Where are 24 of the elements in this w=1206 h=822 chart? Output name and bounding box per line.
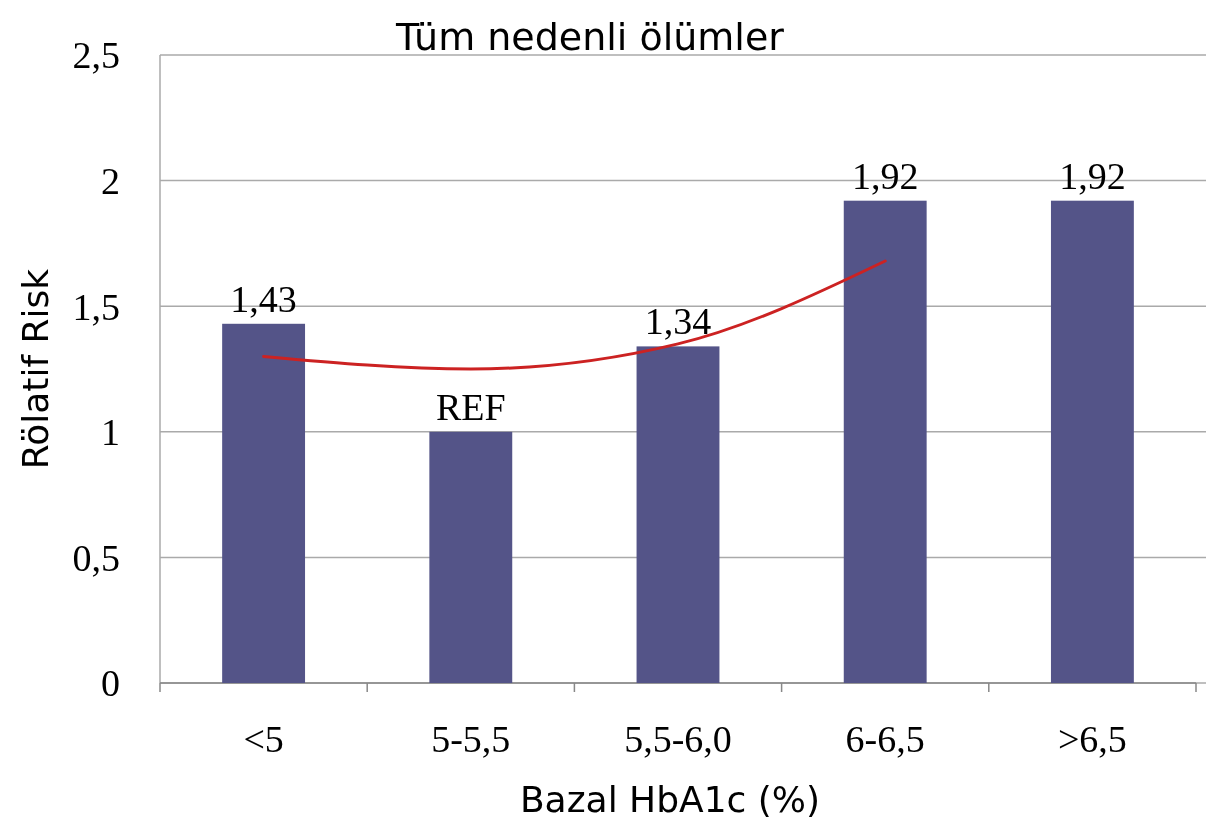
bar [636,346,720,683]
data-label: 1,92 [1059,154,1126,197]
x-tick-label: 6-6,5 [845,718,925,760]
bar [222,323,306,683]
bar [429,431,513,683]
x-tick-label: 5-5,5 [431,718,511,760]
x-axis-title: Bazal HbA1c (%) [519,779,821,820]
data-label: 1,34 [644,300,712,343]
y-axis-title: Rölatif Risk [15,268,56,470]
y-tick-label: 2,5 [72,34,120,77]
y-tick-label: 1,5 [72,285,120,328]
data-label: 1,43 [230,277,297,320]
y-tick-label: 0,5 [72,536,120,579]
y-tick-label: 2 [101,159,120,202]
data-label: REF [435,385,506,428]
chart-title: Tüm nedenli ölümler [395,15,785,59]
bar [843,200,927,683]
y-tick-label: 0 [101,662,120,705]
data-label: 1,92 [851,154,919,197]
x-tick-label: >6,5 [1057,718,1127,760]
y-tick-label: 1 [101,411,120,454]
x-tick-label: 5,5-6,0 [624,718,732,760]
bar [1050,200,1134,683]
x-tick-label: <5 [243,718,284,760]
